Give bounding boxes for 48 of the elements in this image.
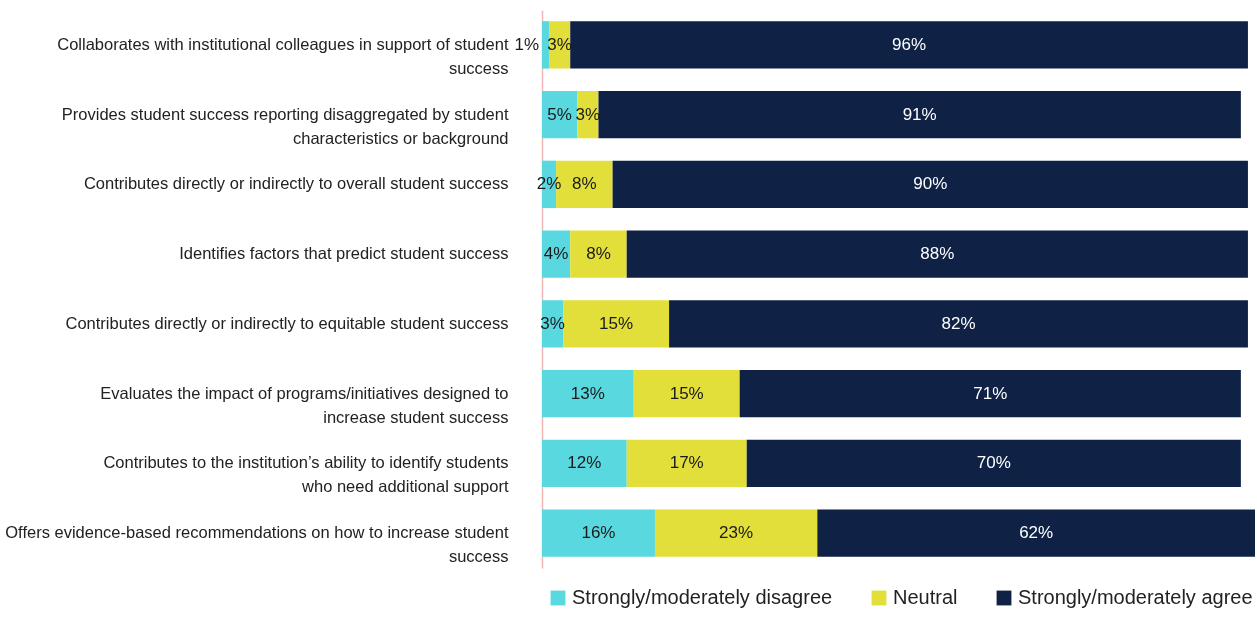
y-tick-label: Contributes directly or indirectly to overall student success (83, 174, 509, 193)
data-label: 96% (892, 34, 927, 54)
y-tick-label: Identifies factors that predict student success (179, 244, 509, 263)
bar (542, 509, 655, 557)
bar (598, 90, 1241, 139)
legend-label: Neutral (893, 586, 958, 608)
data-label: 91% (902, 104, 937, 124)
y-tick-label: Contributes to the institution’s ability to identify students who need additional support (103, 453, 509, 496)
data-label: 1% (514, 34, 539, 54)
y-tick-label: Evaluates the impact of programs/initiatives designed to increase student success (100, 383, 509, 426)
data-label: 70% (976, 453, 1011, 473)
data-label: 8% (586, 244, 611, 264)
bar (626, 230, 1248, 278)
bar (570, 21, 1248, 69)
data-label: 12% (567, 453, 602, 473)
data-label: 13% (570, 383, 605, 403)
bar (669, 300, 1248, 348)
bar (626, 439, 747, 488)
bar (570, 230, 627, 278)
data-label: 88% (920, 244, 955, 264)
bar (563, 300, 670, 348)
bar (542, 369, 634, 418)
legend-label: Strongly/moderately disagree (572, 586, 833, 608)
y-tick-label: Contributes directly or indirectly to equitable student success (65, 313, 509, 332)
y-tick-label: Provides student success reporting disaggregated by student characteristics or background (61, 104, 509, 147)
bar (817, 509, 1255, 557)
data-label: 62% (1019, 523, 1054, 543)
data-label: 90% (913, 174, 948, 194)
bar (542, 21, 550, 69)
bar (542, 439, 627, 488)
y-tick-label: Offers evidence-based recommendations on how to increase student success (5, 523, 509, 566)
data-label: 5% (547, 104, 572, 124)
bar (633, 369, 740, 418)
data-label: 4% (543, 244, 569, 264)
bar (654, 509, 818, 557)
data-label: 23% (719, 523, 754, 543)
bar (746, 439, 1241, 488)
data-label: 17% (669, 453, 704, 473)
data-label: 8% (572, 174, 597, 194)
data-label: 82% (941, 313, 976, 333)
y-tick-label: Collaborates with institutional colleagues in support of student success (57, 34, 509, 77)
data-label: 16% (581, 523, 616, 543)
bar (739, 369, 1241, 418)
data-label: 15% (669, 383, 704, 403)
data-label: 71% (973, 383, 1008, 403)
bar (612, 160, 1248, 209)
data-label: 15% (599, 313, 634, 333)
legend-label: Strongly/moderately agree (1018, 586, 1253, 608)
